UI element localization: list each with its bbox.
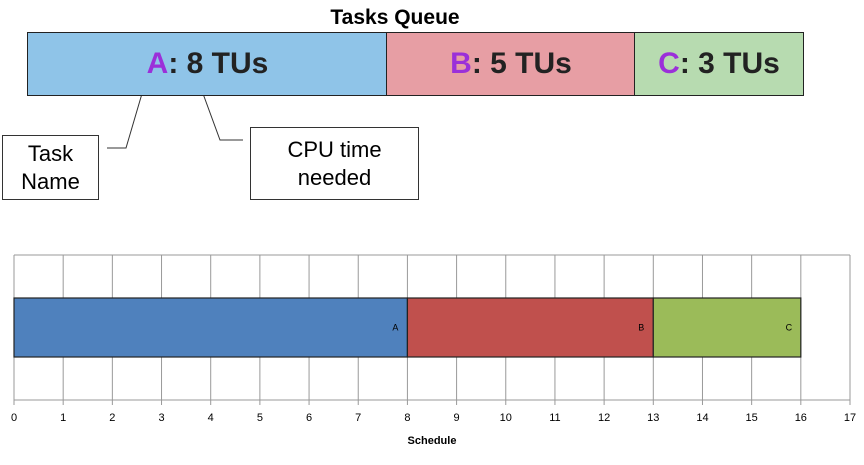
x-tick-label: 13	[647, 412, 659, 424]
bar-segment	[652, 297, 802, 358]
x-tick-label: 15	[746, 412, 758, 424]
task-name: C	[658, 47, 680, 80]
x-tick-label: 10	[500, 412, 512, 424]
data-label: B	[638, 322, 644, 332]
x-tick-label: 16	[795, 412, 807, 424]
x-tick-label: 6	[306, 412, 312, 424]
task-name: B	[450, 47, 472, 80]
x-tick-label: 14	[696, 412, 708, 424]
x-tick-label: 5	[257, 412, 263, 424]
bar-segment	[406, 297, 654, 358]
x-tick-label: 11	[549, 412, 560, 424]
x-tick-label: 4	[208, 412, 214, 424]
data-label: C	[786, 322, 793, 332]
queue-title: Tasks Queue	[330, 6, 460, 29]
task-name: A	[146, 47, 169, 80]
x-tick-label: 9	[454, 412, 460, 424]
task-time: : 3 TUs	[679, 47, 780, 80]
task-time: : 5 TUs	[471, 47, 572, 80]
callout: Task Name	[2, 135, 99, 200]
x-tick-label: 3	[158, 412, 164, 424]
connector	[107, 79, 147, 149]
connector	[197, 79, 243, 141]
x-tick-label: 2	[109, 412, 115, 424]
x-tick-label: 1	[60, 412, 66, 424]
x-tick-label: 8	[404, 412, 410, 424]
x-axis-label: Schedule	[408, 435, 457, 447]
task-box: C: 3 TUs	[634, 32, 804, 96]
task-time: : 8 TUs	[168, 47, 269, 80]
x-tick-label: 17	[844, 412, 856, 424]
task-box: A: 8 TUs	[27, 32, 388, 96]
x-tick-label: 7	[355, 412, 361, 424]
data-label: A	[392, 322, 398, 332]
bar-segment	[13, 297, 409, 358]
callout: CPU time needed	[250, 127, 419, 200]
task-box: B: 5 TUs	[386, 32, 636, 96]
x-tick-label: 12	[598, 412, 610, 424]
x-tick-label: 0	[11, 412, 17, 424]
